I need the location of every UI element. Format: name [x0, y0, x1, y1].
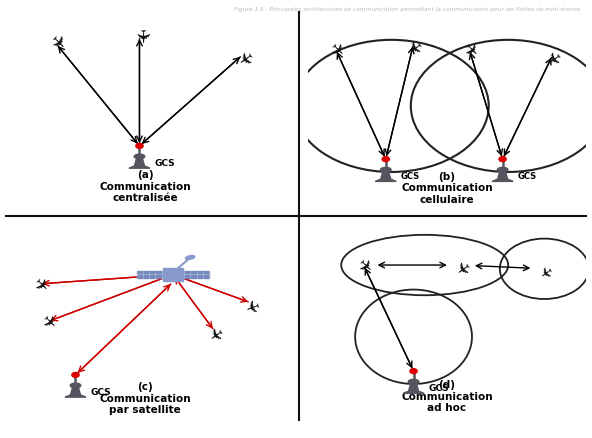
Text: ✈: ✈ — [241, 292, 260, 314]
Polygon shape — [65, 387, 86, 397]
Text: GCS: GCS — [429, 383, 449, 392]
Text: GCS: GCS — [401, 172, 420, 181]
Text: ✈: ✈ — [542, 45, 564, 67]
Circle shape — [499, 157, 506, 162]
Ellipse shape — [185, 256, 195, 260]
Circle shape — [136, 144, 143, 149]
Circle shape — [72, 373, 79, 378]
Ellipse shape — [381, 168, 391, 173]
Text: Figure 1.5 : Principales architectures de communication permettant la communicat: Figure 1.5 : Principales architectures d… — [234, 7, 580, 11]
Polygon shape — [375, 172, 396, 182]
Text: (c)
Communication
par satellite: (c) Communication par satellite — [99, 381, 191, 414]
Ellipse shape — [70, 383, 81, 388]
Text: ✈: ✈ — [130, 29, 149, 45]
Text: ✈: ✈ — [403, 33, 424, 56]
Text: ✈: ✈ — [44, 33, 67, 56]
Text: ✈: ✈ — [450, 254, 472, 277]
Text: GCS: GCS — [155, 159, 175, 168]
Text: (d)
Communication
ad hoc: (d) Communication ad hoc — [401, 379, 493, 412]
Text: ✈: ✈ — [204, 320, 226, 343]
Text: ✈: ✈ — [458, 39, 481, 61]
Text: GCS: GCS — [518, 172, 537, 181]
Polygon shape — [403, 383, 424, 393]
Polygon shape — [129, 159, 150, 169]
Ellipse shape — [497, 168, 508, 173]
Ellipse shape — [408, 379, 419, 384]
Ellipse shape — [134, 155, 145, 159]
Text: ✈: ✈ — [231, 44, 254, 67]
Text: ✈: ✈ — [535, 259, 554, 279]
Text: ✈: ✈ — [36, 311, 59, 333]
Text: ✈: ✈ — [324, 39, 347, 61]
Circle shape — [382, 157, 390, 162]
Text: ✈: ✈ — [28, 273, 50, 296]
Text: GCS: GCS — [91, 387, 111, 396]
Polygon shape — [184, 271, 209, 279]
Text: (b)
Communication
cellulaire: (b) Communication cellulaire — [401, 171, 493, 205]
Circle shape — [410, 369, 417, 374]
Text: (a)
Communication
centralisée: (a) Communication centralisée — [99, 170, 191, 203]
Polygon shape — [163, 268, 182, 282]
Polygon shape — [492, 172, 513, 182]
Polygon shape — [137, 271, 162, 279]
Text: ✈: ✈ — [352, 254, 375, 277]
